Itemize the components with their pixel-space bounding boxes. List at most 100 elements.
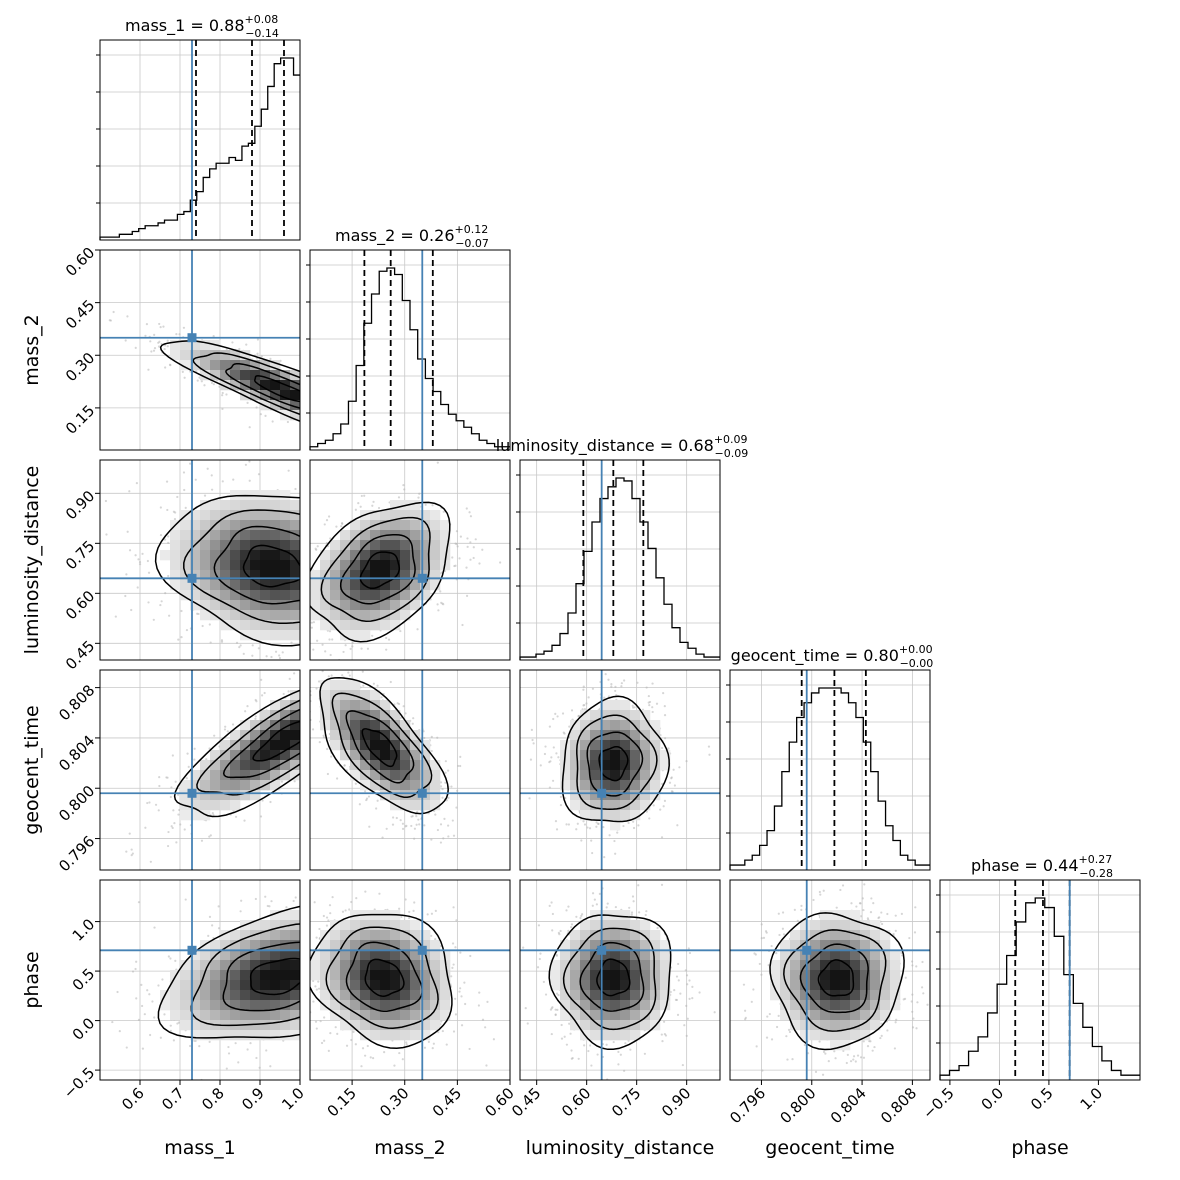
- scatter-point: [159, 871, 161, 873]
- density-cell: [170, 540, 181, 551]
- density-cell: [270, 610, 281, 621]
- density-cell: [220, 610, 231, 621]
- scatter-point: [301, 557, 303, 559]
- scatter-point: [330, 523, 332, 525]
- title-main: geocent_time = 0.80: [731, 646, 899, 666]
- scatter-point: [343, 655, 345, 657]
- scatter-point: [173, 517, 177, 521]
- scatter-point: [331, 379, 333, 381]
- density-cell: [270, 390, 281, 401]
- scatter-point: [321, 391, 323, 393]
- density-cell: [220, 550, 231, 561]
- scatter-point: [317, 677, 319, 679]
- histogram-step: [939, 897, 1140, 1080]
- density-cell: [230, 370, 241, 381]
- scatter-point: [303, 601, 305, 603]
- scatter-point: [301, 728, 303, 730]
- density-cell: [270, 750, 281, 761]
- scatter-point: [371, 405, 373, 407]
- scatter-point: [315, 696, 317, 698]
- density-cell: [210, 510, 221, 521]
- scatter-point: [150, 350, 153, 353]
- panel-frame: [309, 459, 511, 661]
- scatter-point: [454, 542, 457, 545]
- density-cell: [330, 550, 341, 561]
- scatter-point: [304, 716, 306, 718]
- density-cell: [420, 550, 431, 561]
- scatter-point: [313, 719, 315, 721]
- scatter-point: [439, 823, 443, 826]
- scatter-point: [353, 414, 355, 416]
- scatter-point: [391, 816, 395, 819]
- scatter-point: [146, 559, 149, 563]
- density-cell: [290, 630, 300, 641]
- scatter-point: [302, 505, 304, 507]
- scatter-point: [203, 384, 206, 387]
- density-cell: [190, 770, 201, 781]
- scatter-point: [302, 706, 304, 708]
- scatter-point: [367, 405, 369, 407]
- scatter-point: [303, 717, 305, 719]
- density-cell: [350, 550, 361, 561]
- density-cell: [320, 600, 331, 611]
- scatter-point: [399, 653, 401, 655]
- scatter-point: [171, 754, 174, 757]
- density-cell: [200, 590, 211, 601]
- density-cell: [180, 340, 191, 351]
- scatter-point: [319, 460, 321, 462]
- scatter-point: [301, 407, 303, 409]
- density-cell: [390, 540, 401, 551]
- scatter-point: [380, 683, 382, 685]
- scatter-point: [318, 713, 320, 715]
- scatter-point: [370, 432, 372, 434]
- scatter-point: [405, 432, 407, 434]
- density-cell: [220, 520, 231, 531]
- scatter-point: [423, 438, 425, 440]
- scatter-point: [306, 624, 308, 626]
- density-cell: [280, 590, 291, 601]
- scatter-point: [331, 427, 333, 429]
- density-cell: [410, 500, 421, 511]
- density-cell: [400, 510, 411, 521]
- density-cell: [230, 800, 241, 811]
- scatter-point: [307, 717, 309, 719]
- scatter-point: [302, 547, 304, 549]
- scatter-point: [124, 339, 127, 342]
- scatter-point: [316, 702, 318, 704]
- scatter-point: [311, 386, 313, 388]
- scatter-point: [302, 383, 304, 385]
- scatter-point: [465, 594, 469, 597]
- density-cell: [270, 620, 281, 631]
- scatter-point: [307, 754, 309, 756]
- scatter-point: [307, 404, 309, 406]
- scatter-point: [452, 834, 456, 837]
- scatter-point: [307, 385, 309, 387]
- contour-line: [159, 340, 300, 422]
- scatter-point: [305, 570, 307, 572]
- scatter-point: [208, 835, 211, 838]
- scatter-point: [401, 827, 405, 830]
- density-cell: [260, 510, 271, 521]
- density-cell: [330, 560, 341, 571]
- scatter-point: [304, 591, 306, 593]
- scatter-point: [158, 340, 161, 343]
- scatter-point: [370, 404, 372, 406]
- scatter-point: [301, 384, 303, 386]
- density-cell: [250, 520, 261, 531]
- scatter-point: [324, 650, 327, 653]
- density-cell: [200, 350, 211, 361]
- scatter-point: [341, 391, 343, 393]
- density-cell: [340, 570, 351, 581]
- density-cell: [270, 560, 281, 571]
- density-cell: [220, 500, 231, 511]
- scatter-point: [322, 736, 326, 739]
- scatter-point: [254, 715, 257, 718]
- scatter-point: [360, 494, 363, 498]
- scatter-point: [307, 728, 309, 730]
- scatter-point: [469, 541, 472, 544]
- scatter-point: [128, 549, 132, 552]
- scatter-point: [317, 709, 319, 711]
- histogram-step: [99, 57, 300, 240]
- scatter-point: [358, 675, 360, 677]
- scatter-point: [340, 406, 342, 408]
